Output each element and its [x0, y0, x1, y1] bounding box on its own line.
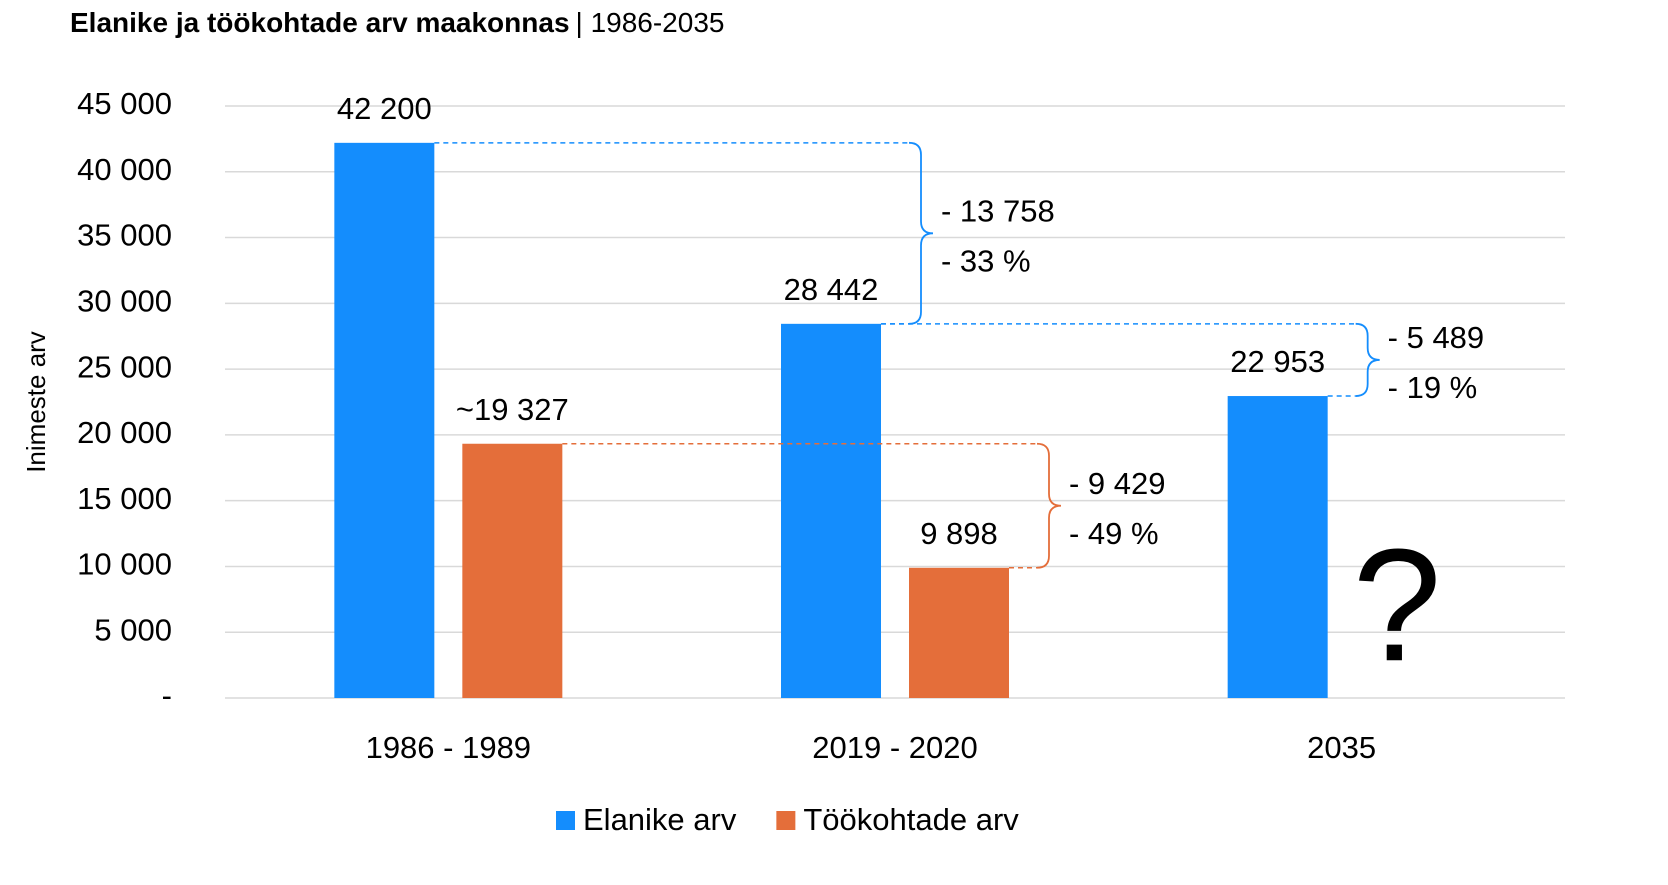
y-tick-label: 45 000 [77, 86, 172, 121]
brace [908, 141, 934, 325]
bar [1227, 396, 1328, 698]
bar [334, 142, 435, 698]
y-axis-label: Inimeste arv [21, 331, 51, 473]
annotation: - 49 % [1069, 516, 1159, 551]
value-label: 42 200 [337, 91, 432, 126]
y-tick-label: - [162, 678, 172, 713]
value-label: 9 898 [920, 516, 998, 551]
y-tick-label: 30 000 [77, 284, 172, 319]
annotation: - 9 429 [1069, 466, 1166, 501]
x-tick-label: 2019 - 2020 [812, 730, 977, 765]
annotation-question: ? [1353, 515, 1442, 694]
bar [462, 443, 563, 698]
y-tick-label: 5 000 [94, 612, 172, 647]
y-tick-label: 25 000 [77, 349, 172, 384]
legend-label: Elanike arv [583, 802, 737, 837]
bar [781, 323, 881, 698]
y-tick-label: 40 000 [77, 152, 172, 187]
annotation: - 19 % [1388, 370, 1478, 405]
legend-swatch [556, 811, 575, 830]
annotation: - 13 758 [941, 194, 1055, 229]
legend-label: Töökohtade arv [803, 802, 1019, 837]
x-tick-label: 1986 - 1989 [366, 730, 531, 765]
y-tick-label: 15 000 [77, 481, 172, 516]
annotation: - 33 % [941, 244, 1031, 279]
bar [909, 567, 1009, 698]
subtitle: | 1986-2035 [576, 7, 725, 38]
value-label: 22 953 [1230, 344, 1325, 379]
y-tick-label: 10 000 [77, 547, 172, 582]
legend-swatch [776, 811, 796, 830]
value-label: 28 442 [784, 272, 879, 307]
chart-title: Elanike ja töökohtade arv maakonnas | 198… [70, 7, 724, 38]
annotation: - 5 489 [1388, 320, 1485, 355]
brace [1036, 442, 1062, 569]
brace [1355, 322, 1380, 397]
y-tick-label: 35 000 [77, 218, 172, 253]
value-label: ~19 327 [456, 392, 569, 427]
title: Elanike ja töökohtade arv maakonnas [70, 7, 570, 38]
y-tick-label: 20 000 [77, 415, 172, 450]
x-tick-label: 2035 [1307, 730, 1376, 765]
